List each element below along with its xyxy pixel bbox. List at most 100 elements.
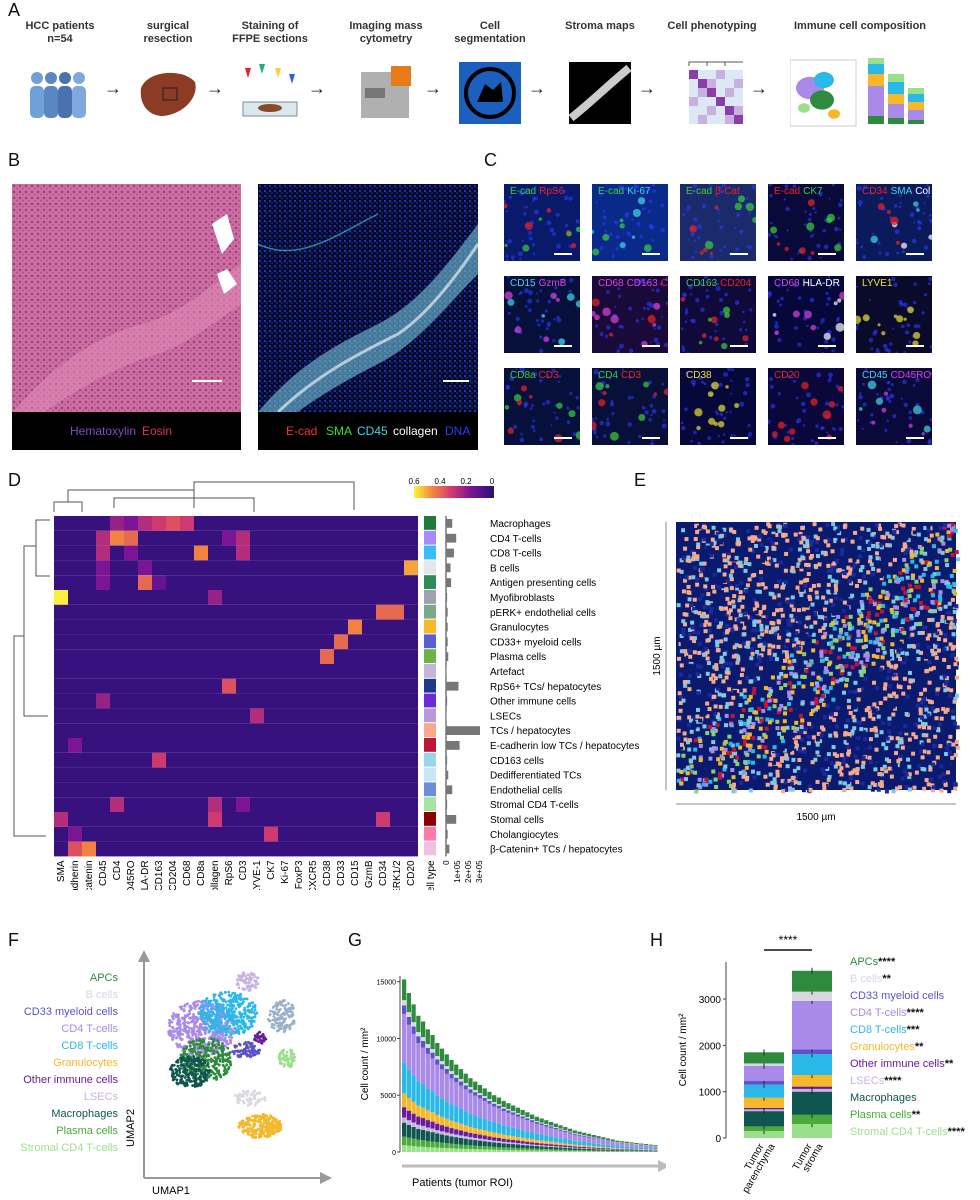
cell-point [736,617,741,622]
cell-point [888,684,893,689]
marker-name-label: CD163 [626,278,658,289]
heatmap-cell [306,604,320,620]
umap-point [188,1026,191,1030]
cell-point [912,647,917,652]
cell-point [718,534,723,539]
nucleus-dot [538,348,544,353]
umap-point [205,997,209,1000]
cell-point [677,656,682,661]
heatmap-cell [222,604,236,620]
heatmap-cell [152,826,166,842]
heatmap-cell [82,678,96,694]
cell-point [771,545,776,550]
stain-spot [709,251,714,255]
marker-tile-label: CD20 [774,370,803,381]
heatmap-cell [152,545,166,561]
cell-point [893,613,898,618]
heatmap-row-label: Endothelial cells [490,785,562,796]
umap-point [241,1030,245,1034]
cell-point [921,733,926,738]
cell-point [880,767,885,772]
heatmap-cell [110,604,124,620]
cell-point [805,540,810,545]
cell-point [867,745,872,750]
cell-point [787,694,792,699]
nucleus-dot [709,254,714,260]
cell-point [950,653,955,658]
cell-point [693,610,698,615]
umap-point [214,1020,218,1024]
cell-point [762,641,767,646]
nucleus-dot [505,385,510,390]
nucleus-dot [618,294,622,298]
heatmap-cell [362,797,376,812]
heatmap-cell [320,545,334,561]
cell-point [920,715,925,720]
stain-spot [653,392,658,396]
heatmap-cell [306,738,320,753]
cell-point [735,586,740,591]
heatmap-cell [110,826,124,842]
colorbar-segment [478,486,480,498]
nucleus-dot [519,190,524,196]
cell-point [775,769,780,774]
cell-point [738,590,743,595]
cell-point [935,642,940,647]
cell-point [851,714,856,719]
nucleus-dot [777,392,782,396]
cell-point [687,674,692,679]
cell-point [858,669,863,674]
cell-point [848,689,853,694]
cell-point [738,623,743,628]
cell-point [861,629,866,634]
cell-point [785,629,790,634]
cell-point [798,620,803,625]
nucleus-dot [553,317,556,321]
cell-point [867,619,872,624]
heatmap-cell [82,826,96,842]
cell-point [852,754,857,759]
heatmap-cell [376,752,390,768]
he-image: Hematoxylin Eosin [12,184,241,450]
cell-point [706,592,711,597]
cell-point [741,632,746,637]
cell-point [801,607,806,612]
cell-point [831,565,836,570]
nucleus-dot [837,283,841,287]
cell-point [796,640,801,645]
cell-point [780,585,785,590]
heatmap-cell [292,797,306,812]
cell-point [914,564,919,569]
cell-point [715,722,720,727]
nucleus-dot [546,374,550,379]
umap-point [217,994,221,998]
cell-point [724,723,729,728]
cell-point [754,601,759,606]
cell-point [752,607,757,612]
colorbar-segment [490,486,492,498]
heatmap-cell [166,575,180,590]
nucleus-dot [507,311,511,315]
cell-point [871,661,876,666]
cell-point [868,639,873,644]
composition-bar-icon [908,102,924,110]
nucleus-dot [705,294,710,299]
heatmap-cell [334,826,348,842]
nucleus-dot [832,427,837,431]
cell-point [875,637,880,642]
stain-spot [837,298,842,303]
nucleus-dot [747,288,752,292]
nucleus-dot [812,233,815,236]
cell-point [763,530,768,535]
marker-tile: CD38 [680,368,756,445]
heatmap-cell [404,841,418,857]
cell-point [949,688,954,693]
heatmap-column-label: E-cadherin [70,860,81,890]
stain-spot [643,381,650,388]
umap-point [175,1042,179,1046]
cell-point [789,671,794,676]
cell-point [909,554,914,559]
nucleus-dot [903,351,906,353]
heatmap-cell [250,619,264,635]
cell-point [871,716,876,721]
